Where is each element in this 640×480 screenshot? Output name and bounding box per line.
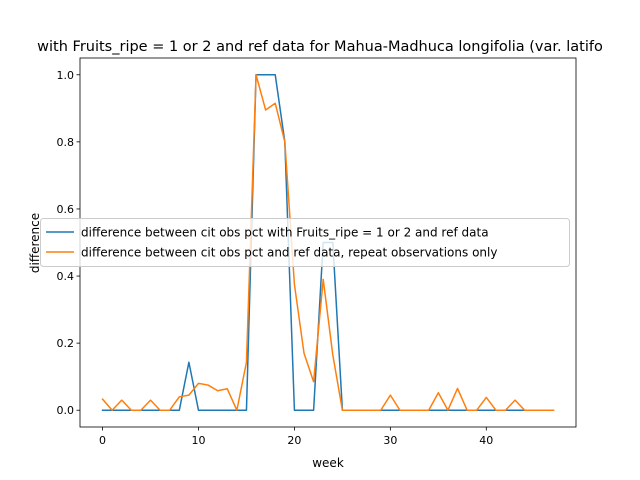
x-axis-label: week: [312, 456, 344, 470]
y-tick-label: 0.2: [57, 337, 75, 350]
x-tick-label: 40: [479, 434, 493, 447]
x-tick-label: 0: [99, 434, 106, 447]
legend-box: [40, 218, 570, 267]
y-tick-label: 0.6: [57, 203, 75, 216]
series-line-2: [101, 74, 555, 411]
x-tick-label: 20: [287, 434, 301, 447]
y-tick-label: 0.4: [57, 270, 75, 283]
legend-label-1: difference between cit obs pct with Frui…: [81, 226, 489, 240]
legend-label-2: difference between cit obs pct and ref d…: [81, 246, 497, 260]
y-tick-label: 0.8: [57, 136, 75, 149]
chart-title: with Fruits_ripe = 1 or 2 and ref data f…: [37, 39, 603, 55]
y-tick-label: 0.0: [57, 404, 75, 417]
x-tick-label: 30: [383, 434, 397, 447]
legend: difference between cit obs pct with Frui…: [40, 218, 570, 267]
y-tick-label: 1.0: [57, 69, 75, 82]
y-axis-label: difference: [28, 213, 42, 273]
x-tick-label: 10: [191, 434, 205, 447]
